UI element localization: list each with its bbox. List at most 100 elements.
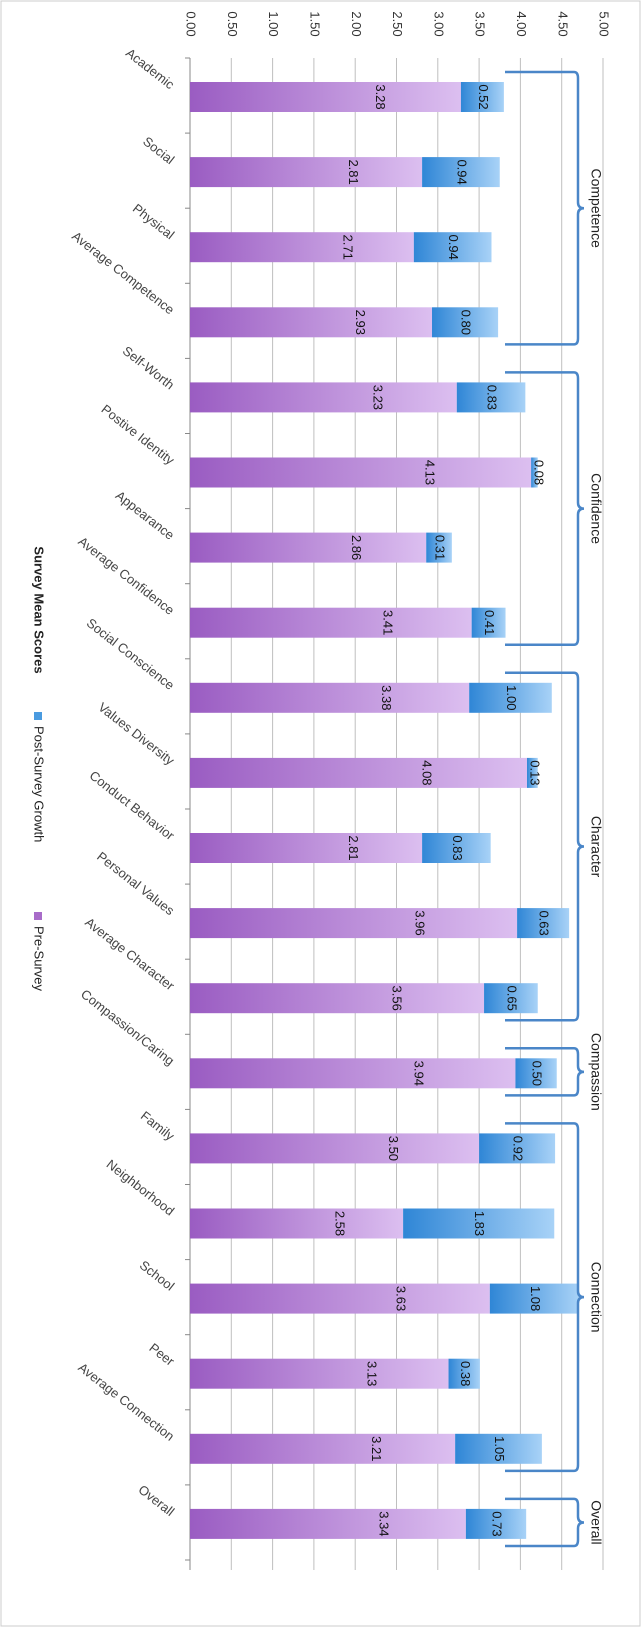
data-label-pre-survey: 3.94 (411, 1061, 426, 1086)
category-label: Self-Worth (120, 343, 177, 392)
category-label: Average Confidence (75, 534, 177, 618)
data-label-post-survey-growth: 0.83 (485, 385, 500, 410)
bar-pre-survey (190, 1358, 449, 1389)
group-label: Character (588, 816, 604, 878)
data-label-pre-survey: 4.13 (422, 460, 437, 485)
bar-post-survey-growth (515, 1058, 557, 1089)
data-label-pre-survey: 2.93 (353, 310, 368, 335)
category-label: Personal Values (94, 849, 177, 919)
axis-tick-label: 3.50 (473, 11, 488, 36)
bar-pre-survey (190, 908, 518, 939)
legend-swatch-post-survey-growth (34, 712, 42, 720)
bar-pre-survey (190, 232, 414, 263)
axis-tick-label: 3.00 (431, 11, 446, 36)
group-label: Confidence (588, 473, 604, 544)
data-label-pre-survey: 3.38 (379, 685, 394, 710)
category-label: Conduct Behavior (87, 768, 178, 844)
data-label-pre-survey: 3.34 (377, 1511, 392, 1536)
group-brace (505, 70, 585, 346)
data-label-pre-survey: 3.50 (386, 1136, 401, 1161)
bar-pre-survey (190, 532, 427, 563)
bar-post-survey-growth (465, 1508, 527, 1539)
bar-post-survey-growth (456, 382, 526, 413)
data-label-post-survey-growth: 0.94 (446, 235, 461, 260)
data-label-pre-survey: 3.13 (365, 1361, 380, 1386)
axis-tick-label: 1.50 (307, 11, 322, 36)
data-label-post-survey-growth: 0.13 (528, 760, 543, 785)
bar-pre-survey (190, 682, 470, 713)
category-label: Average Character (82, 914, 178, 993)
bar-post-survey-growth (489, 1283, 580, 1314)
bar-post-survey-growth (422, 833, 491, 863)
data-label-post-survey-growth: 0.52 (476, 84, 491, 109)
bar-post-survey-growth (455, 1433, 542, 1464)
bar-pre-survey (190, 833, 423, 863)
axis-tick-label: 5.00 (597, 11, 612, 36)
data-label-pre-survey: 2.58 (333, 1211, 348, 1236)
group-label: Compassion (588, 1033, 604, 1111)
data-label-post-survey-growth: 0.83 (450, 835, 465, 860)
legend-swatch-pre-survey (34, 912, 42, 920)
category-label: Social Conscience (84, 615, 178, 693)
data-label-post-survey-growth: 1.08 (528, 1286, 543, 1311)
gridlines (189, 58, 604, 1570)
data-label-post-survey-growth: 1.05 (492, 1436, 507, 1461)
group-brace (505, 671, 585, 1022)
data-label-pre-survey: 3.28 (373, 84, 388, 109)
category-label: Values Diversity (95, 699, 177, 768)
category-label: Postive Identity (99, 401, 178, 467)
bar-pre-survey (190, 1283, 490, 1314)
category-label: Average Connection (75, 1360, 177, 1444)
bar-pre-survey (190, 382, 457, 413)
bar-pre-survey (190, 983, 485, 1014)
bar-post-survey-growth (469, 682, 552, 713)
bar-post-survey-growth (426, 532, 452, 563)
category-label: Average Competence (69, 228, 177, 317)
category-label: Family (138, 1108, 178, 1144)
group-label: Competence (588, 169, 604, 249)
category-label: Compassion/Caring (78, 986, 177, 1068)
data-label-pre-survey: 2.86 (349, 535, 364, 560)
bar-post-survey-growth (448, 1358, 480, 1389)
bar-pre-survey (190, 307, 433, 338)
category-label: School (137, 1257, 178, 1293)
bar-pre-survey (190, 1208, 404, 1239)
data-label-post-survey-growth: 0.80 (459, 310, 474, 335)
bar-post-survey-growth (432, 307, 499, 338)
axis-tick-label: 0.00 (184, 11, 199, 36)
category-label: Neighborhood (104, 1156, 178, 1218)
data-label-post-survey-growth: 0.08 (532, 460, 547, 485)
data-label-pre-survey: 3.96 (413, 910, 428, 935)
bar-pre-survey (190, 157, 423, 188)
group-label: Connection (588, 1262, 604, 1333)
bar-post-survey-growth (527, 757, 538, 788)
category-label: Social (140, 134, 177, 168)
legend-title: Survey Mean Scores (32, 546, 47, 673)
data-label-post-survey-growth: 0.73 (490, 1511, 505, 1536)
data-label-pre-survey: 3.21 (369, 1436, 384, 1461)
bar-pre-survey (190, 1058, 516, 1089)
category-label: Overall (136, 1482, 178, 1519)
axis-tick-label: 4.00 (514, 11, 529, 36)
bar-post-survey-growth (479, 1133, 556, 1164)
group-brace (505, 1122, 585, 1473)
data-label-post-survey-growth: 1.83 (472, 1211, 487, 1236)
category-label: Physical (130, 201, 177, 243)
group-brace (505, 1047, 585, 1097)
data-label-post-survey-growth: 0.65 (504, 986, 519, 1011)
bar-pre-survey (190, 457, 532, 488)
bar-post-survey-growth (484, 983, 538, 1014)
data-label-post-survey-growth: 1.00 (504, 685, 519, 710)
group-brace (505, 1497, 585, 1548)
data-label-pre-survey: 3.56 (389, 986, 404, 1011)
group-brace (505, 371, 585, 647)
bar-pre-survey (190, 1133, 480, 1164)
category-label: Appearance (113, 488, 177, 543)
category-label: Academic (123, 45, 178, 92)
axis-tick-label: 2.50 (390, 11, 405, 36)
data-label-post-survey-growth: 0.31 (433, 535, 448, 560)
category-label: Peer (146, 1340, 177, 1369)
data-label-post-survey-growth: 0.38 (458, 1361, 473, 1386)
data-label-post-survey-growth: 0.50 (530, 1061, 545, 1086)
